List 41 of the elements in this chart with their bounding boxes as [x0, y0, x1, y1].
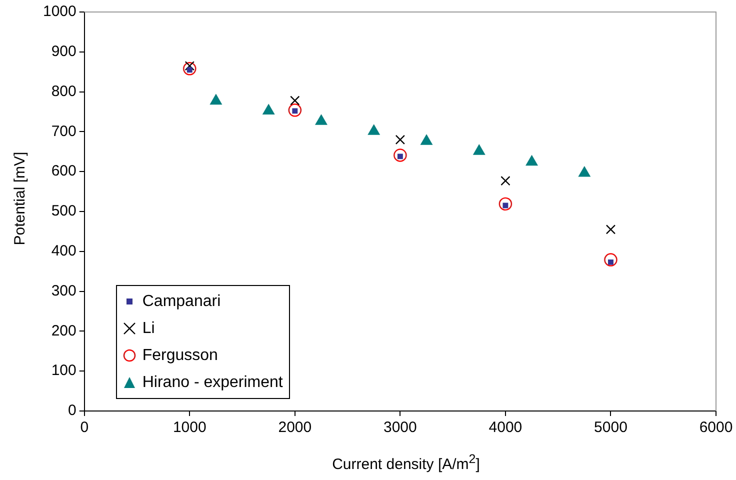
- y-tick-label: 600: [51, 162, 76, 180]
- y-axis-title: Potential [mV]: [12, 150, 28, 248]
- x-tick-label: 6000: [699, 419, 733, 436]
- x-tick-label: 0: [80, 419, 89, 436]
- x-tick-label: 3000: [383, 419, 417, 436]
- x-axis-title: Current density [A/m$^{2}$]: [331, 452, 481, 473]
- x-tick-label: 5000: [594, 419, 628, 436]
- legend-label: Campanari: [142, 292, 221, 310]
- point: [500, 176, 510, 186]
- point: [498, 197, 512, 211]
- x-tick-label: 4000: [488, 419, 522, 436]
- point: [368, 124, 380, 135]
- point: [290, 96, 300, 106]
- point: [315, 114, 328, 125]
- point: [210, 94, 222, 105]
- point: [183, 62, 196, 76]
- point: [288, 104, 302, 117]
- point: [526, 155, 538, 166]
- x-tick-label: 2000: [278, 419, 312, 436]
- point: [604, 253, 618, 266]
- point: [473, 144, 485, 155]
- y-tick-label: 100: [51, 362, 76, 380]
- point: [262, 104, 274, 115]
- y-tick-label: 200: [51, 322, 76, 340]
- y-tick-label: 300: [51, 282, 76, 300]
- legend-label: Li: [142, 320, 155, 338]
- y-tick-label: 800: [51, 82, 76, 100]
- point: [578, 166, 590, 177]
- y-tick-label: 900: [51, 43, 76, 60]
- y-tick-label: 500: [51, 202, 76, 220]
- legend-label: Fergusson: [142, 346, 218, 364]
- y-tick-label: 700: [51, 122, 76, 140]
- legend-label: Hirano - experiment: [142, 374, 283, 392]
- y-tick-label: 0: [68, 402, 76, 420]
- y-tick-label: 1000: [42, 3, 76, 20]
- x-tick-label: 1000: [172, 419, 206, 436]
- point: [394, 148, 407, 162]
- point: [606, 224, 616, 234]
- y-tick-label: 400: [51, 242, 76, 260]
- point: [395, 134, 406, 145]
- point: [420, 134, 432, 145]
